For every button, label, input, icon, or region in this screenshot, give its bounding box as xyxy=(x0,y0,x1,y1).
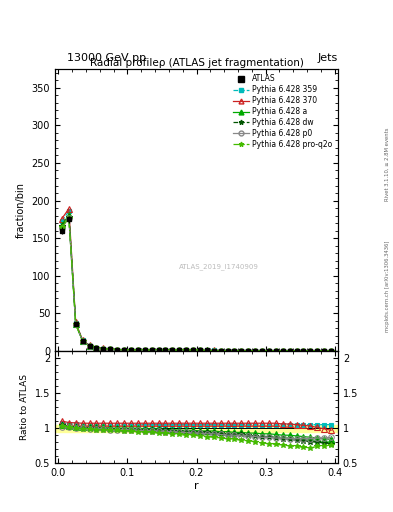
Text: 13000 GeV pp: 13000 GeV pp xyxy=(67,53,146,63)
Title: Radial profileρ (ATLAS jet fragmentation): Radial profileρ (ATLAS jet fragmentation… xyxy=(90,58,303,68)
Bar xyxy=(55,424,338,432)
X-axis label: r: r xyxy=(194,481,199,491)
Text: Jets: Jets xyxy=(318,53,338,63)
Legend: ATLAS, Pythia 6.428 359, Pythia 6.428 370, Pythia 6.428 a, Pythia 6.428 dw, Pyth: ATLAS, Pythia 6.428 359, Pythia 6.428 37… xyxy=(231,73,334,151)
Text: mcplots.cern.ch [arXiv:1306.3436]: mcplots.cern.ch [arXiv:1306.3436] xyxy=(385,241,390,332)
Text: ATLAS_2019_I1740909: ATLAS_2019_I1740909 xyxy=(179,263,259,270)
Y-axis label: fraction/bin: fraction/bin xyxy=(16,182,26,238)
Text: Rivet 3.1.10, ≥ 2.8M events: Rivet 3.1.10, ≥ 2.8M events xyxy=(385,127,390,201)
Y-axis label: Ratio to ATLAS: Ratio to ATLAS xyxy=(20,374,29,440)
